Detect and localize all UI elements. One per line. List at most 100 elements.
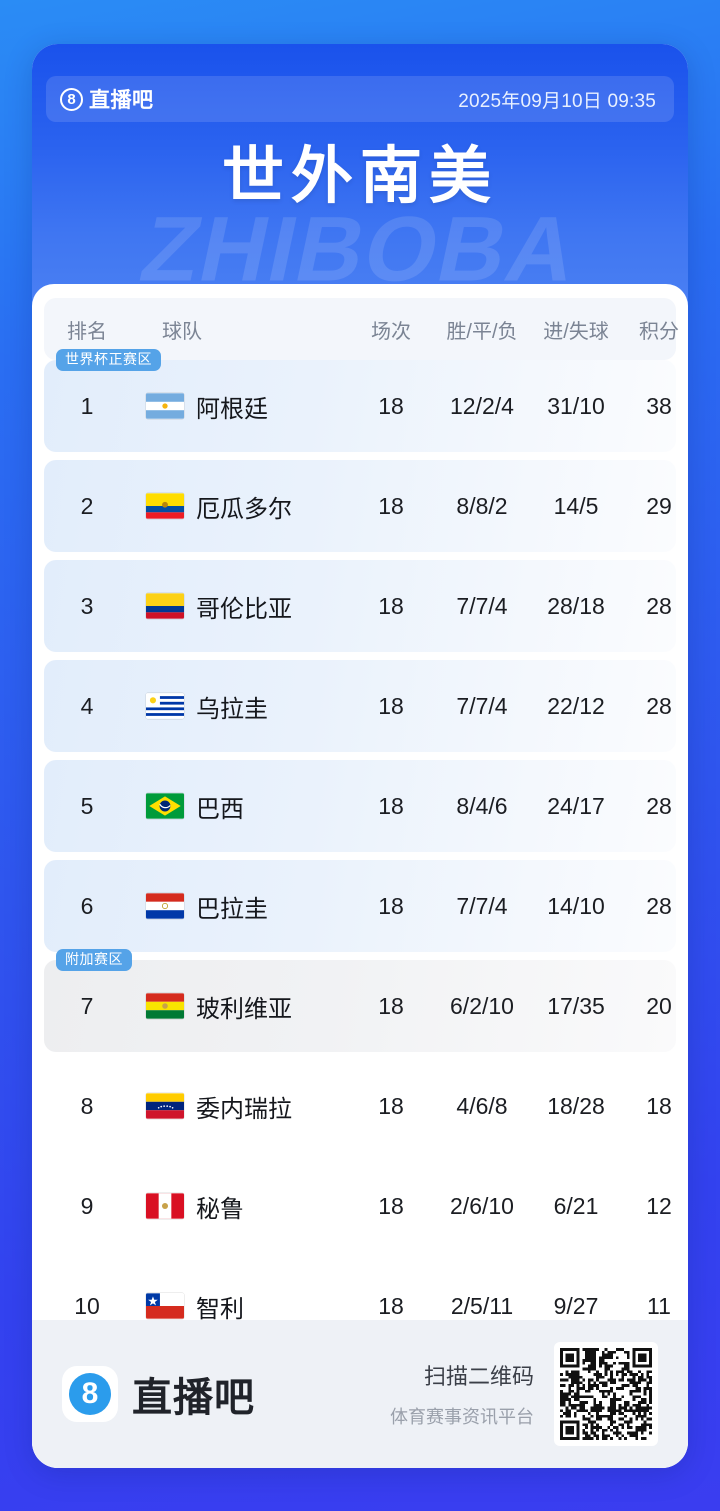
row-spacer	[44, 952, 676, 960]
row-spacer	[44, 752, 676, 760]
cell-points: 12	[646, 1192, 672, 1219]
table-row[interactable]: 4 乌拉圭 18 7/7/4 22/12 28	[44, 660, 676, 752]
datetime-label: 2025年09月10日 09:35	[458, 90, 656, 112]
cell-rank: 9	[80, 1192, 94, 1219]
footer-brand-name: 直播吧	[132, 1376, 255, 1420]
cell-rank: 6	[80, 892, 94, 919]
table-row[interactable]: 5 巴西 18 8/4/6 24/17 28	[44, 760, 676, 852]
cell-rank: 8	[80, 1092, 94, 1119]
table-row[interactable]: 6 巴拉圭 18 7/7/4 14/10 28	[44, 860, 676, 952]
flag-icon-uy	[146, 693, 184, 719]
column-header-goals: 进/失球	[543, 320, 609, 343]
standings-table: 排名 球队 场次 胜/平/负 进/失球 积分 世界杯正赛区 1 阿根廷 18 12/2/…	[32, 284, 688, 1468]
column-header-played: 场次	[371, 320, 411, 343]
cell-team: 乌拉圭	[130, 689, 348, 724]
row-spacer	[44, 1152, 676, 1160]
standings-card: ZHIBOBA 8 直播吧 2025年09月10日 09:35 世外南美 2 0…	[32, 44, 688, 1468]
table-row[interactable]: 2 厄瓜多尔 18 8/8/2 14/5 29	[44, 460, 676, 552]
cell-played: 18	[378, 792, 404, 819]
cell-rank: 1	[80, 392, 94, 419]
cell-points: 38	[646, 392, 672, 419]
flag-icon-py	[146, 893, 184, 919]
qr-captions: 扫描二维码 体育赛事资讯平台	[390, 1359, 534, 1429]
cell-rank: 2	[80, 492, 94, 519]
flag-icon-ve	[146, 1093, 184, 1119]
cell-played: 18	[378, 592, 404, 619]
cell-wdl: 2/6/10	[450, 1192, 514, 1219]
cell-goals: 14/5	[553, 492, 599, 519]
column-header-team: 球队	[162, 320, 202, 343]
cell-wdl: 4/6/8	[456, 1092, 508, 1119]
zone-badge: 附加赛区	[56, 949, 132, 972]
cell-points: 28	[646, 792, 672, 819]
table-row[interactable]: 附加赛区 7 玻利维亚 18 6/2/10 17/35 20	[44, 949, 676, 1052]
cell-goals: 18/28	[547, 1092, 605, 1119]
cell-rank: 4	[80, 692, 94, 719]
top-bar: 8 直播吧 2025年09月10日 09:35	[46, 76, 674, 122]
column-header-wdl: 胜/平/负	[446, 320, 518, 343]
brand-logo[interactable]: 8 直播吧	[60, 84, 154, 114]
team-name: 乌拉圭	[196, 695, 268, 723]
page-title: 世外南美	[221, 142, 498, 211]
team-name: 阿根廷	[196, 395, 268, 423]
cell-wdl: 7/7/4	[456, 892, 508, 919]
row-spacer	[44, 1052, 676, 1060]
cell-team: 哥伦比亚	[130, 589, 348, 624]
cell-played: 18	[378, 1092, 404, 1119]
team-name: 委内瑞拉	[196, 1095, 292, 1123]
footer-logo-icon: 8	[62, 1366, 118, 1422]
cell-rank: 5	[80, 792, 94, 819]
flag-icon-co	[146, 593, 184, 619]
column-header-points: 积分	[639, 320, 679, 343]
cell-wdl: 12/2/4	[450, 392, 514, 419]
cell-played: 18	[378, 892, 404, 919]
flag-icon-cl	[146, 1293, 184, 1319]
table-row[interactable]: 8 委内瑞拉 18 4/6/8 18/28 18	[44, 1060, 676, 1152]
cell-wdl: 8/8/2	[456, 492, 508, 519]
row-spacer	[44, 452, 676, 460]
cell-points: 11	[647, 1292, 671, 1319]
table-row[interactable]: 3 哥伦比亚 18 7/7/4 28/18 28	[44, 560, 676, 652]
cell-goals: 22/12	[547, 692, 605, 719]
qr-code-image[interactable]	[554, 1342, 658, 1446]
cell-played: 18	[378, 1192, 404, 1219]
cell-rank: 10	[74, 1292, 100, 1319]
flag-icon-ec	[146, 493, 184, 519]
cell-points: 28	[646, 692, 672, 719]
team-name: 厄瓜多尔	[196, 495, 292, 523]
cell-wdl: 8/4/6	[456, 792, 508, 819]
cell-played: 18	[378, 1292, 404, 1319]
cell-goals: 28/18	[547, 592, 605, 619]
cell-goals: 24/17	[547, 792, 605, 819]
column-header-rank: 排名	[67, 320, 107, 343]
cell-played: 18	[378, 692, 404, 719]
brand-name: 直播吧	[89, 89, 154, 112]
table-row[interactable]: 世界杯正赛区 1 阿根廷 18 12/2/4 31/10 38	[44, 349, 676, 452]
eight-logo-icon: 8	[60, 87, 83, 111]
team-name: 智利	[196, 1295, 244, 1323]
flag-icon-pe	[146, 1193, 184, 1219]
team-name: 哥伦比亚	[196, 595, 292, 623]
qr-title: 扫描二维码	[423, 1364, 534, 1389]
team-name: 玻利维亚	[196, 995, 292, 1023]
cell-team: 委内瑞拉	[130, 1089, 348, 1124]
hero-section: ZHIBOBA 8 直播吧 2025年09月10日 09:35 世外南美 2 0…	[32, 44, 688, 308]
cell-team: 厄瓜多尔	[130, 489, 348, 524]
cell-goals: 6/21	[553, 1192, 599, 1219]
table-row[interactable]: 9 秘鲁 18 2/6/10 6/21 12	[44, 1160, 676, 1252]
cell-played: 18	[378, 392, 404, 419]
footer-brand[interactable]: 8 直播吧	[62, 1365, 255, 1423]
cell-team: 巴拉圭	[130, 889, 348, 924]
cell-team: 巴西	[130, 789, 348, 824]
eight-mark: 8	[69, 1373, 111, 1415]
row-spacer	[44, 1252, 676, 1260]
cell-points: 20	[646, 992, 672, 1019]
cell-points: 28	[646, 892, 672, 919]
flag-icon-br	[146, 793, 184, 819]
cell-wdl: 7/7/4	[456, 592, 508, 619]
cell-rank: 7	[80, 992, 94, 1019]
cell-goals: 31/10	[547, 392, 605, 419]
cell-played: 18	[378, 492, 404, 519]
row-spacer	[44, 552, 676, 560]
row-spacer	[44, 852, 676, 860]
